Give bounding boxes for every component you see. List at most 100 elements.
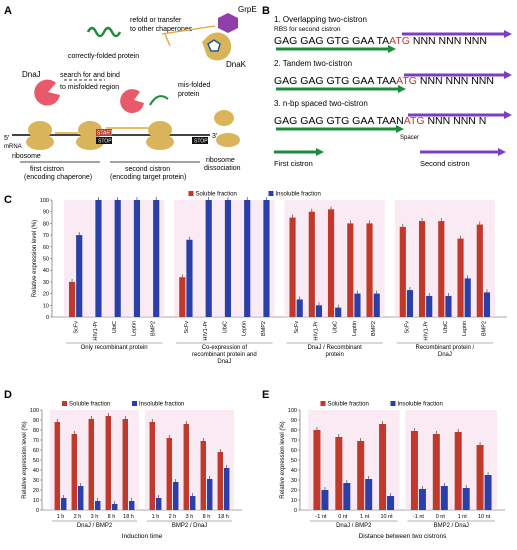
second-cistron-label: second cistron: [125, 166, 170, 173]
ribosome-3: [148, 121, 172, 139]
ribosome-label: ribosome: [12, 153, 41, 160]
panel-letter-e: E: [262, 389, 269, 401]
legend-label-soluble: Soluble fraction: [69, 402, 110, 408]
group-label: DnaJ / Recombinant: [307, 345, 362, 351]
bar-soluble: [122, 419, 128, 510]
refold-label-2: to other chaperones: [130, 26, 193, 33]
legend-swatch-insoluble: [390, 401, 396, 406]
x-tick-label: HIV1-Pr: [93, 321, 99, 341]
dnak-label: DnaK: [226, 60, 247, 69]
bar-soluble: [308, 211, 315, 317]
x-tick-label: 1 h: [57, 514, 65, 520]
dnaj-icon: [34, 79, 60, 106]
bar-insoluble: [153, 200, 160, 317]
y-tick-label: 10: [43, 303, 49, 309]
bar-soluble: [366, 223, 373, 317]
panel-letter-a: A: [4, 5, 12, 17]
group-label: recombinant protein and: [192, 352, 257, 358]
second-cistron-legend: Second cistron: [420, 159, 470, 168]
x-tick-label: 2 h: [74, 514, 82, 520]
ribosome-dissociated: [214, 110, 234, 126]
y-axis-label: Relative expression level (%): [280, 421, 286, 498]
bar-insoluble: [173, 482, 179, 510]
bar-insoluble: [224, 468, 230, 510]
panel-letter-c: C: [4, 194, 12, 206]
search-label: search for and bind: [60, 72, 120, 79]
y-axis-label: Relative expression level (%): [22, 421, 28, 498]
x-tick-label: UbiC: [333, 321, 339, 333]
x-tick-label: BMP2: [481, 321, 487, 336]
bar-insoluble: [464, 278, 471, 317]
legend-label-insoluble: Insoluble fraction: [276, 192, 321, 198]
legend-swatch-insoluble: [268, 191, 274, 196]
bar-soluble: [149, 422, 155, 510]
y-tick-label: 0: [46, 315, 49, 321]
dnaj-label: DnaJ: [22, 70, 41, 79]
bar-insoluble: [418, 489, 426, 510]
y-tick-label: 90: [43, 210, 49, 216]
bar-insoluble: [186, 239, 193, 317]
correct-label: correctly-folded protein: [68, 53, 139, 60]
b3-sequence: GAG GAG GTG GAA TAANATG NNN NNN N: [274, 115, 486, 127]
x-tick-label: HIV1-Pr: [203, 321, 209, 341]
x-tick-label: HIV1-Pr: [424, 321, 430, 341]
three-prime: 3': [212, 133, 217, 140]
x-tick-label: UbiC: [443, 321, 449, 333]
x-tick-label: UbiC: [222, 321, 228, 333]
legend-swatch-insoluble: [132, 401, 137, 406]
group-label: BMP2 / DnaJ: [172, 523, 207, 529]
x-tick-label: 3 h: [91, 514, 99, 520]
group-label: DnaJ: [438, 352, 452, 358]
bar-insoluble: [114, 200, 121, 317]
y-axis-label: Relative expression level (%): [32, 220, 38, 297]
x-tick-label: 10 nt: [478, 514, 491, 520]
bar-soluble: [432, 434, 440, 510]
y-tick-label: 10: [291, 498, 297, 504]
y-tick-label: 10: [33, 498, 39, 504]
grpe-icon: [218, 13, 238, 33]
grpe-label: GrpE: [238, 5, 257, 14]
bar-soluble: [454, 432, 462, 510]
x-tick-label: BMP2: [371, 321, 377, 336]
bar-insoluble: [296, 299, 303, 317]
y-tick-label: 30: [291, 478, 297, 484]
bar-soluble: [476, 224, 483, 317]
group-label: Co-expression of: [202, 345, 248, 351]
bar-insoluble: [335, 307, 342, 317]
bar-soluble: [54, 422, 60, 510]
bar-insoluble: [156, 498, 162, 510]
bar-insoluble: [462, 488, 470, 510]
b1-sequence: GAG GAG GTG GAA TAATG NNN NNN NNN: [274, 35, 487, 47]
stop-badge-2: STOP: [194, 139, 208, 145]
bar-insoluble: [483, 292, 491, 317]
x-tick-label: 0 nt: [436, 514, 446, 520]
x-tick-label: 1 h: [152, 514, 160, 520]
legend-label-soluble: Soluble fraction: [196, 192, 237, 198]
y-tick-label: 50: [43, 257, 49, 263]
y-tick-label: 20: [291, 488, 297, 494]
stop-badge-1: STOP: [98, 139, 112, 145]
x-tick-label: 3 h: [186, 514, 194, 520]
x-tick-label: ScFv: [74, 321, 80, 334]
x-tick-label: ScFv: [404, 321, 410, 334]
second-cistron-label-2: (encoding target protein): [110, 174, 186, 181]
bar-soluble: [71, 434, 77, 510]
bar-insoluble: [440, 486, 448, 510]
bar-soluble: [200, 441, 206, 510]
y-tick-label: 60: [43, 245, 49, 251]
x-tick-label: 1 nt: [458, 514, 468, 520]
legend-swatch-soluble: [320, 401, 326, 406]
x-tick-label: 2 h: [169, 514, 177, 520]
bar-insoluble: [244, 200, 251, 317]
x-axis-label: Distance between two cistrons: [359, 533, 448, 540]
bar-insoluble: [78, 486, 84, 510]
legend-swatch-soluble: [188, 191, 194, 196]
bar-insoluble: [315, 305, 323, 317]
group-label: protein: [325, 352, 343, 358]
y-tick-label: 80: [291, 428, 297, 434]
b3-title: 3. n-bp spaced two-cistron: [274, 99, 368, 108]
legend-label-soluble: Soluble fraction: [328, 402, 369, 408]
y-tick-label: 20: [33, 488, 39, 494]
bar-soluble: [68, 281, 76, 317]
bar-insoluble: [343, 483, 351, 510]
